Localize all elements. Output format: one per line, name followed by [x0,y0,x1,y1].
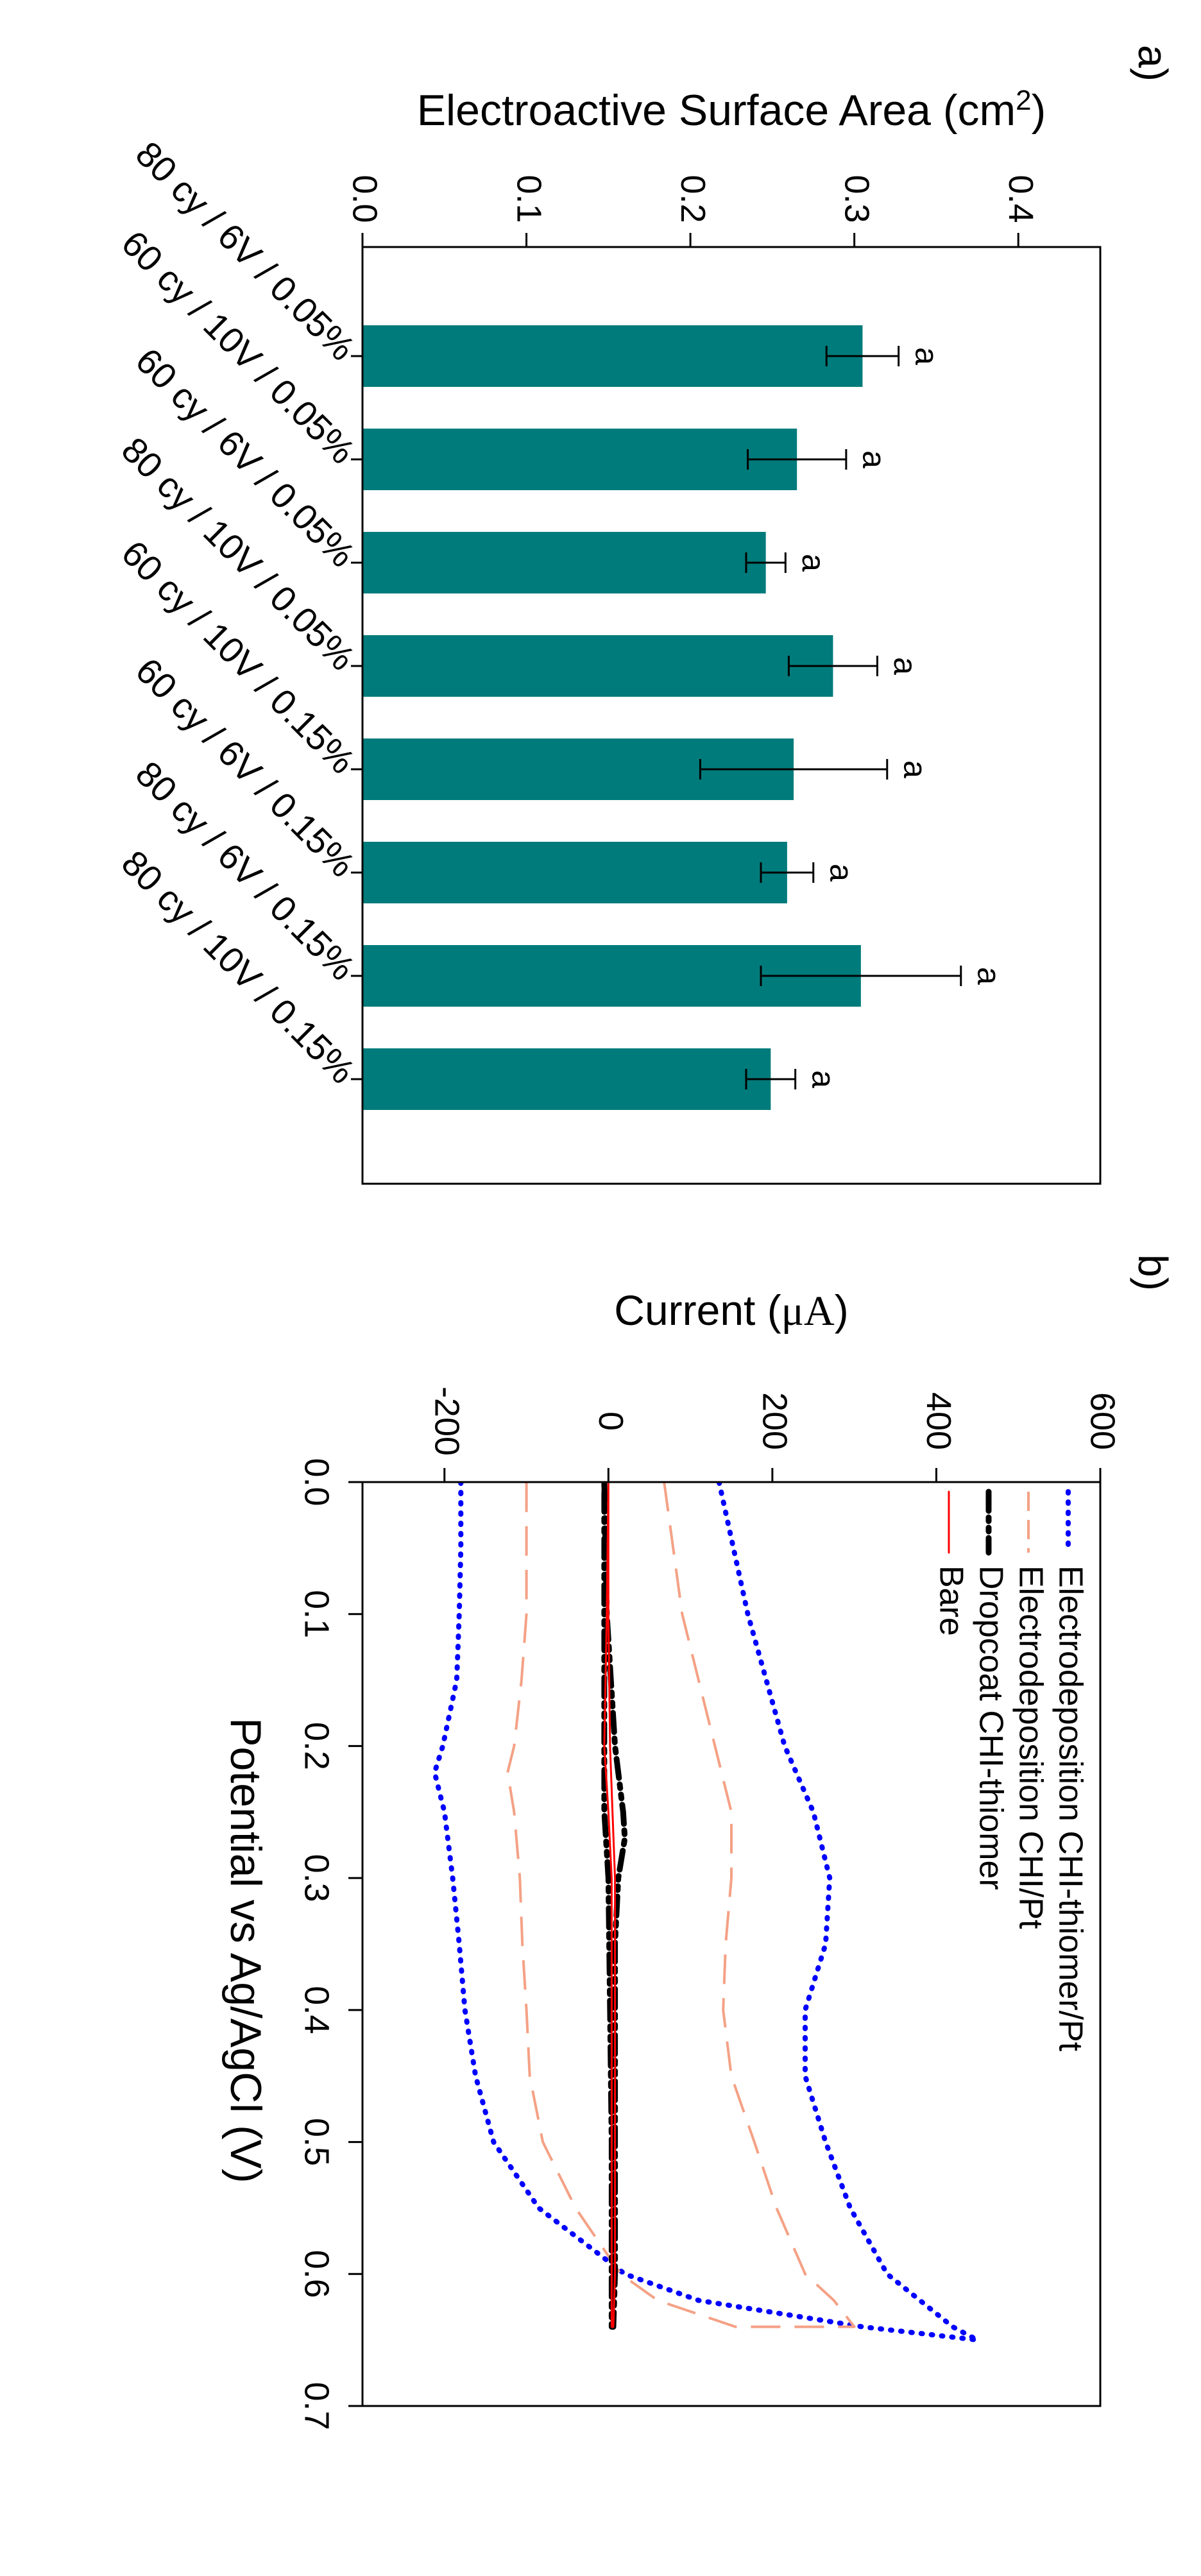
panel-b-y-tick-label: 0 [592,1412,630,1431]
panel-b-legend-label: Electrodeposition CHI-thiomer/Pt [1052,1565,1089,2052]
panel-a-y-ticks: 0.0 0.1 0.2 0.3 0.4 [346,175,1040,247]
panel-a-y-axis-label-sup: 2 [1016,85,1031,116]
panel-a: a) Electroactive Surface Area (cm2) 0.0 0… [114,45,1176,1185]
panel-a-error-bar [760,862,815,883]
panel-a-bar [362,429,797,490]
panel-b-legend: Electrodeposition CHI-thiomer/PtElectrod… [932,1488,1089,2052]
panel-b-plot-frame [361,1481,1102,2407]
panel-a-bar [362,842,787,903]
panel-b-y-axis-label: Current (μA) [614,1286,848,1335]
panel-b: b) Current (μA) Potential vs Ag/AgCl (V)… [221,1254,1176,2430]
panel-b-x-tick-label: 0.0 [298,1458,336,1506]
panel-b-series-line [603,1482,617,2328]
panel-b-x-tick-label: 0.2 [298,1722,336,1770]
panel-b-x-tick-label: 0.1 [298,1590,336,1638]
panel-b-x-tick-label: 0.3 [298,1854,336,1902]
panel-a-error-bar [787,656,878,676]
panel-a-error-bar [699,759,889,780]
panel-a-y-tick-label: 0.3 [837,175,876,223]
panel-b-x-tick-label: 0.5 [298,2118,336,2166]
panel-b-y-tick-label: 400 [919,1392,958,1450]
panel-a-y-axis-label: Electroactive Surface Area (cm2) [417,85,1046,135]
panel-b-series-line [506,1482,856,2328]
panel-a-plot-frame [361,246,1102,1185]
panel-a-significance-letter: a [971,967,1007,985]
panel-b-x-axis-label: Potential vs Ag/AgCl (V) [221,1718,270,2183]
panel-a-category-labels: 80 cy / 6V / 0.05%60 cy / 10V / 0.05%60 … [114,133,363,1091]
panel-b-x-tick-label: 0.7 [298,2382,336,2430]
panel-b-y-tick-label: 600 [1084,1392,1122,1450]
panel-a-significance-letter: a [805,1070,841,1088]
panel-b-y-axis-label-close: ) [835,1286,849,1334]
panel-a-significance-letter: a [898,760,933,778]
panel-a-error-bar [760,966,962,986]
panel-a-bar [362,635,833,697]
panel-b-series-lines [432,1482,980,2343]
panel-b-y-axis-label-text: Current ( [614,1286,781,1334]
panel-a-y-axis-label-text: Electroactive Surface Area (cm [417,86,1016,135]
panel-a-significance-letter: a [856,450,892,468]
panel-b-y-tick-label: -200 [428,1386,466,1456]
panel-b-label: b) [1130,1254,1176,1291]
panel-a-y-tick-label: 0.2 [674,175,712,223]
panel-b-legend-label: Bare [932,1565,969,1636]
panel-a-significance-letter: a [824,864,860,882]
panel-a-significance-letter: a [908,347,944,365]
panel-a-error-bars [699,346,962,1089]
panel-b-legend-label: Electrodeposition CHI/Pt [1012,1565,1049,1929]
panel-b-legend-label: Dropcoat CHI-thiomer [972,1565,1009,1890]
panel-b-x-tick-label: 0.4 [298,1986,336,2034]
panel-a-bars [362,325,863,1110]
panel-a-y-tick-label: 0.1 [509,175,548,223]
panel-a-error-bar [747,449,848,470]
panel-b-y-tick-label: 200 [756,1392,794,1450]
panel-a-bar [362,532,766,593]
panel-a-significance-letter: a [796,554,831,572]
panel-b-y-axis-label-unit: μA [781,1288,835,1335]
panel-b-x-ticks: 0.0 0.1 0.2 0.3 0.4 0.5 0.6 0.7 [298,1458,362,2430]
panel-a-label: a) [1130,45,1176,81]
panel-a-error-bar [745,1069,797,1089]
panel-a-significance-letter: a [887,657,923,675]
panel-a-y-tick-label: 0.4 [1001,175,1040,223]
panel-a-significance-letters: a a a a a a a a [796,347,1007,1088]
panel-a-y-axis-label-close: ) [1032,86,1046,135]
panel-b-series-line [432,1482,980,2343]
panel-a-error-bar [825,346,900,366]
panel-b-x-tick-label: 0.6 [298,2250,336,2298]
panel-a-bar [362,1048,771,1110]
panel-b-y-ticks: -200 0 200 400 600 [428,1386,1122,1482]
panel-a-bar [362,325,863,387]
panel-a-y-tick-label: 0.0 [346,175,384,223]
panel-a-error-bar [745,552,787,573]
